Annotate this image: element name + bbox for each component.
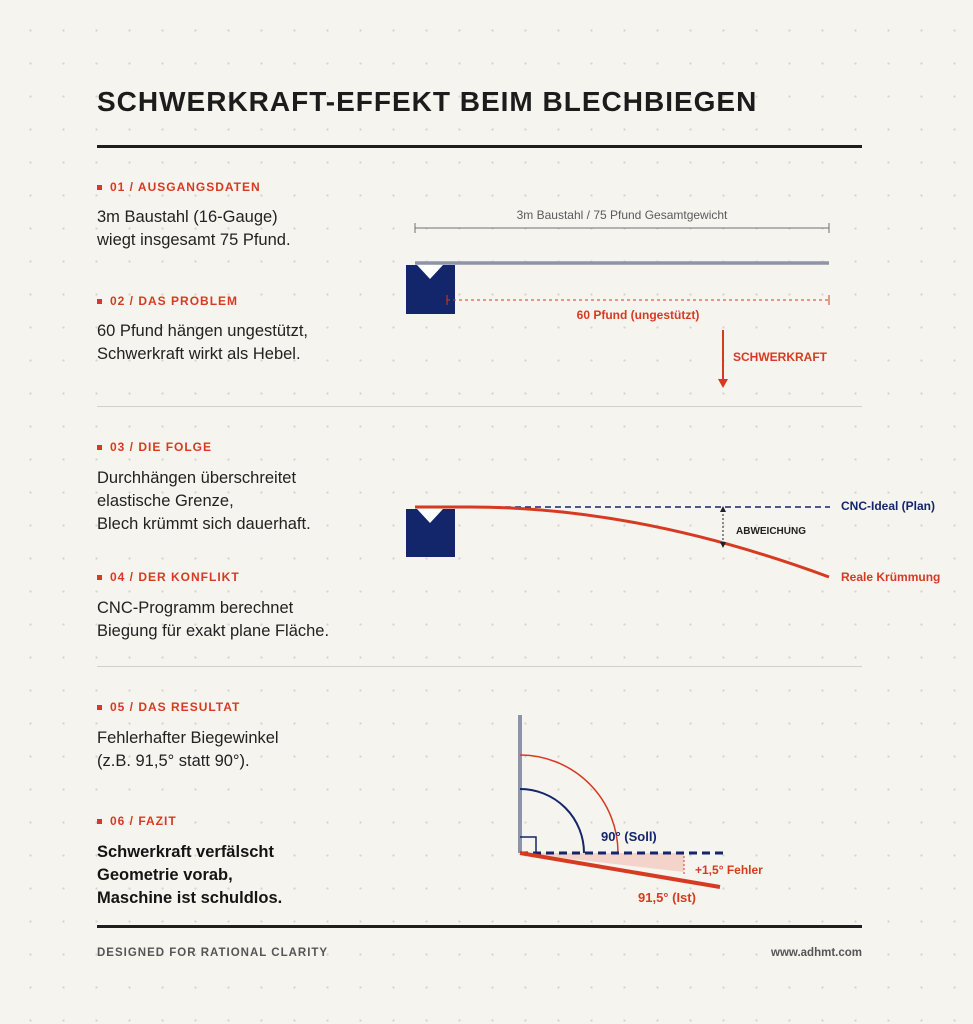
section-label-text: 03 / DIE FOLGE: [110, 440, 213, 454]
section-label-03: 03 / DIE FOLGE: [97, 440, 212, 454]
bullet-square-icon: [97, 298, 102, 304]
real-curvature-line: [415, 505, 830, 579]
section-divider: [97, 666, 862, 667]
diagram-deflection: ABWEICHUNG CNC-Ideal (Plan) Reale Krümmu…: [406, 499, 940, 584]
section-label-02: 02 / DAS PROBLEM: [97, 294, 238, 308]
real-curvature-label: Reale Krümmung: [841, 570, 940, 584]
section-label-text: 06 / FAZIT: [110, 814, 177, 828]
bullet-square-icon: [97, 704, 102, 710]
error-wedge: [520, 853, 684, 872]
section-text-06: Schwerkraft verfälscht Geometrie vorab, …: [97, 843, 283, 907]
diagram-bend-angle: 90° (Soll) +1,5° Fehler 91,5° (Ist): [518, 715, 763, 905]
target-angle-arc: [519, 788, 585, 854]
deviation-arrow-up-icon: [720, 506, 726, 512]
section-label-text: 01 / AUSGANGSDATEN: [110, 180, 261, 194]
section-label-text: 05 / DAS RESULTAT: [110, 700, 241, 714]
diagram-cantilever: 3m Baustahl / 75 Pfund Gesamtgewicht 60 …: [406, 208, 830, 388]
actual-angle-arc: [519, 754, 619, 854]
bullet-square-icon: [97, 818, 102, 824]
bullet-square-icon: [97, 444, 102, 450]
die-v-groove: [417, 265, 443, 279]
section-text-03: Durchhängen überschreitet elastische Gre…: [97, 469, 311, 533]
cnc-ideal-label: CNC-Ideal (Plan): [841, 499, 935, 513]
header-divider: [97, 145, 862, 148]
deviation-label: ABWEICHUNG: [736, 526, 806, 537]
gravity-arrow-icon: [718, 379, 728, 388]
footer-url: www.adhmt.com: [771, 947, 862, 959]
error-label: +1,5° Fehler: [695, 863, 763, 877]
footer-tagline: DESIGNED FOR RATIONAL CLARITY: [97, 947, 329, 959]
bullet-square-icon: [97, 574, 102, 580]
section-text-05: Fehlerhafter Biegewinkel (z.B. 91,5° sta…: [97, 729, 279, 770]
section-text-04: CNC-Programm berechnet Biegung für exakt…: [97, 599, 330, 640]
footer-divider: [97, 925, 862, 928]
dimension-label: 3m Baustahl / 75 Pfund Gesamtgewicht: [517, 208, 728, 222]
actual-angle-label: 91,5° (Ist): [638, 890, 696, 905]
section-label-05: 05 / DAS RESULTAT: [97, 700, 240, 714]
unsupported-label: 60 Pfund (ungestützt): [577, 308, 700, 322]
page-title: SCHWERKRAFT-EFFEKT BEIM BLECHBIEGEN: [97, 86, 758, 117]
gravity-label: SCHWERKRAFT: [733, 350, 828, 364]
section-divider: [97, 406, 862, 407]
bullet-square-icon: [97, 184, 102, 190]
die-block: [406, 265, 455, 314]
section-label-04: 04 / DER KONFLIKT: [97, 570, 240, 584]
die-block: [406, 509, 455, 557]
section-label-text: 02 / DAS PROBLEM: [110, 294, 239, 308]
section-text-01: 3m Baustahl (16-Gauge) wiegt insgesamt 7…: [97, 208, 291, 249]
die-v-groove: [417, 509, 443, 523]
section-text-02: 60 Pfund hängen ungestützt, Schwerkraft …: [97, 322, 309, 363]
section-label-text: 04 / DER KONFLIKT: [110, 570, 240, 584]
section-label-06: 06 / FAZIT: [97, 814, 177, 828]
right-angle-marker: [520, 836, 537, 853]
deviation-arrow-down-icon: [720, 542, 726, 548]
actual-flange-line: [519, 851, 721, 889]
target-angle-label: 90° (Soll): [601, 829, 657, 844]
section-label-01: 01 / AUSGANGSDATEN: [97, 180, 261, 194]
